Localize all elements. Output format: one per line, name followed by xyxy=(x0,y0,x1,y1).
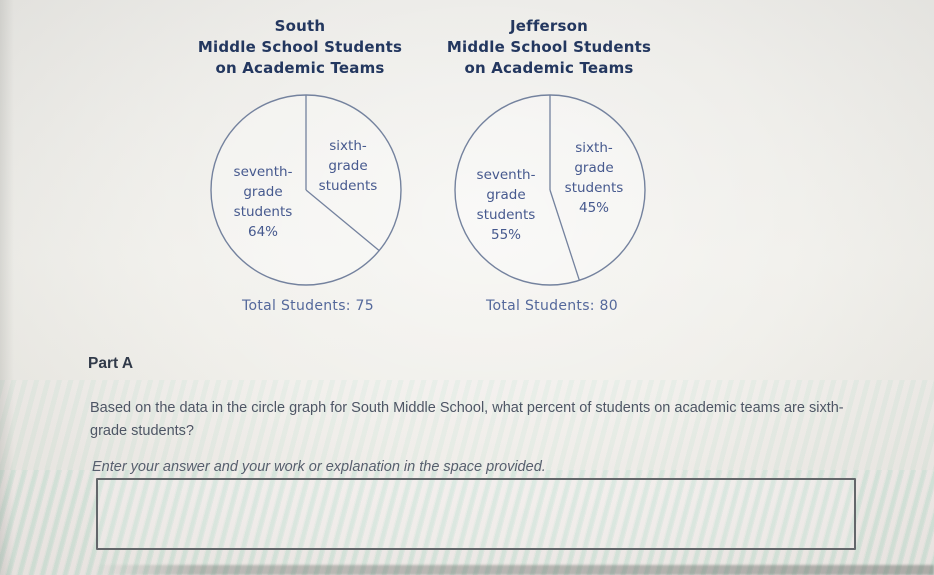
south-pie-chart xyxy=(210,94,402,286)
south-seventh-grade-label: seventh- grade students 64% xyxy=(233,164,293,240)
jefferson-total-students: Total Students: 80 xyxy=(486,298,618,314)
south-total-students: Total Students: 75 xyxy=(242,298,374,314)
answer-instruction: Enter your answer and your work or expla… xyxy=(92,459,546,475)
south-chart-title: South Middle School Students on Academic… xyxy=(197,17,403,77)
part-a-question: Based on the data in the circle graph fo… xyxy=(90,400,844,439)
part-a-heading: Part A xyxy=(88,355,134,372)
slice-divider-line xyxy=(549,189,581,281)
jefferson-pie-chart xyxy=(454,94,646,286)
answer-textarea[interactable] xyxy=(96,478,856,550)
south-sixth-grade-label: sixth- grade students xyxy=(318,138,378,194)
jefferson-seventh-grade-label: seventh- grade students 55% xyxy=(476,167,536,243)
jefferson-chart-title: Jefferson Middle School Students on Acad… xyxy=(446,17,652,77)
slice-divider-line xyxy=(305,189,380,252)
jefferson-sixth-grade-label: sixth- grade students 45% xyxy=(564,140,624,216)
